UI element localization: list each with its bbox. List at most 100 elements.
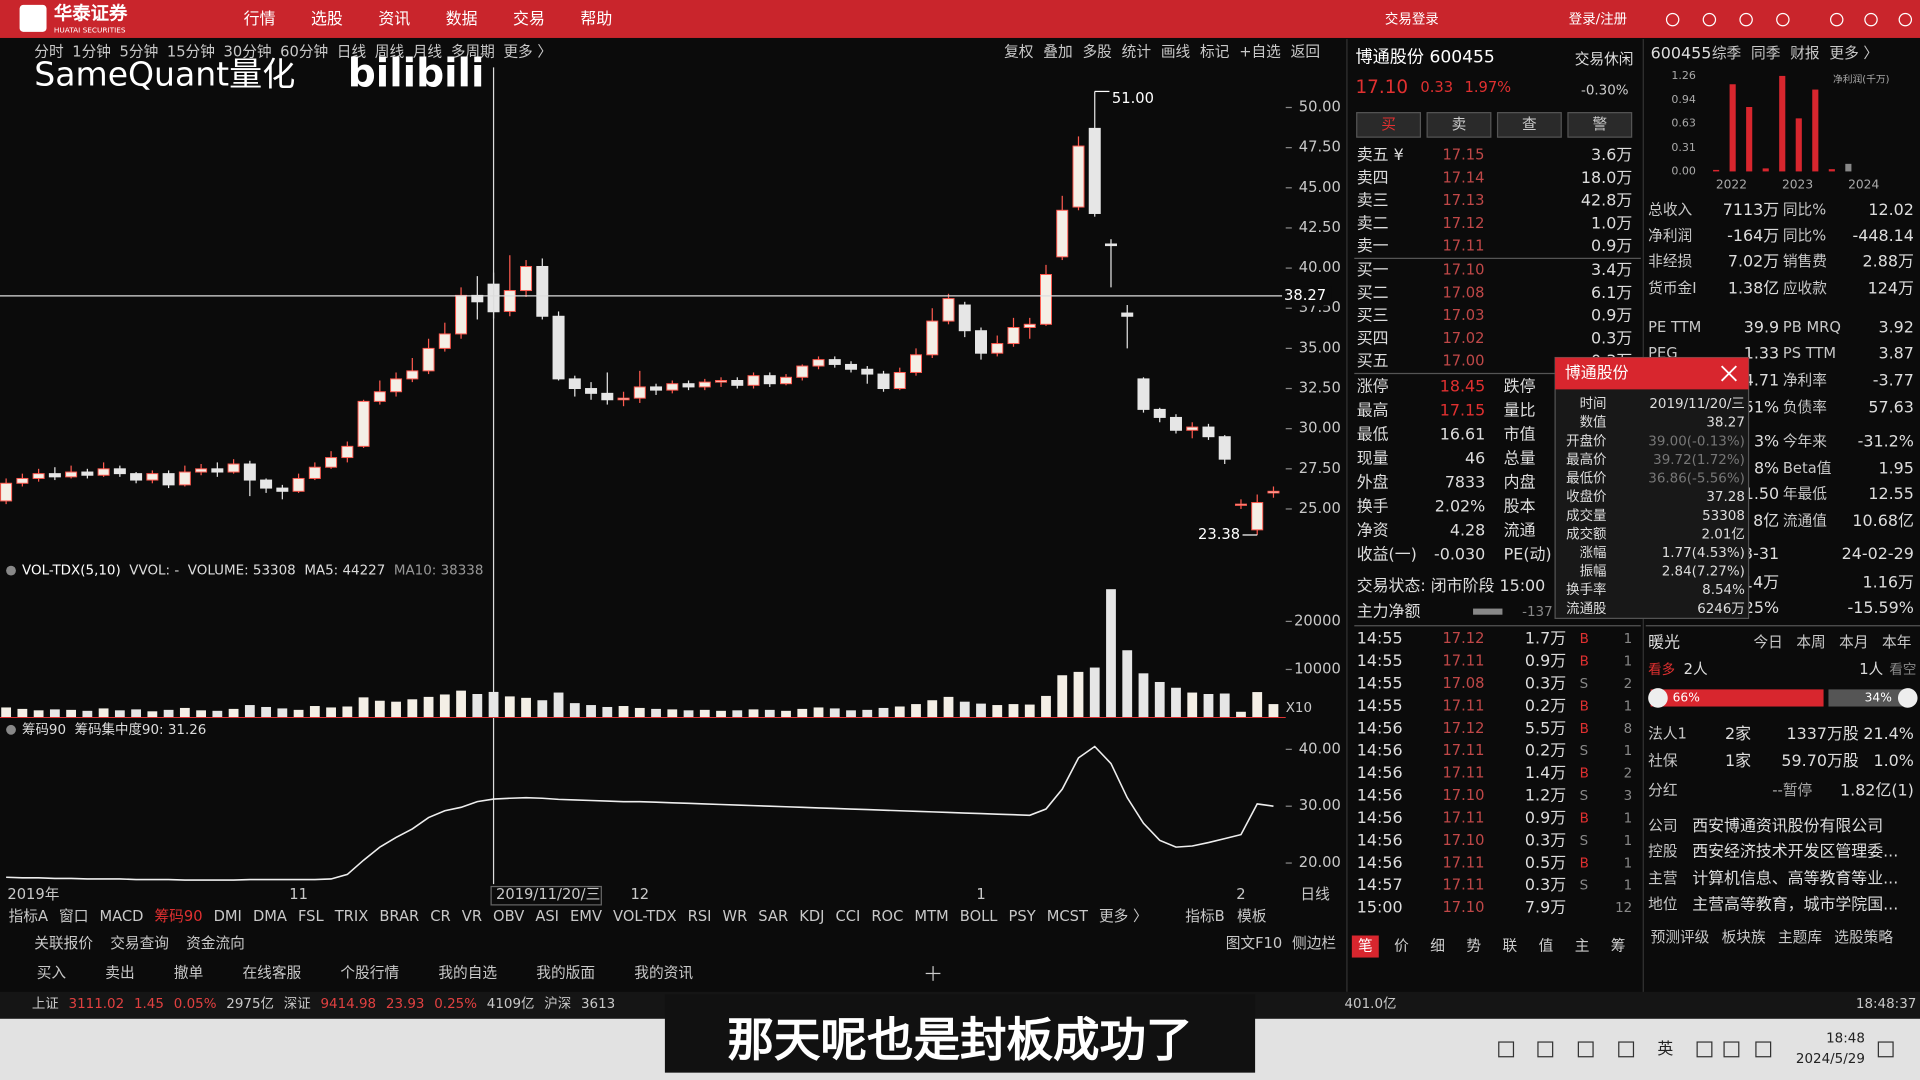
period-tab[interactable]: 更多 〉 [503,44,552,61]
period-tab[interactable]: 月线 [413,44,443,61]
indicator-tab[interactable]: CR [430,908,450,925]
period-tab[interactable]: 本月 [1839,634,1868,651]
indicator-tab[interactable]: FSL [298,908,325,925]
indicator-tab[interactable]: MACD [99,908,143,925]
bottom-tab[interactable]: 图文F10 [1226,935,1283,952]
period-tab[interactable]: 30分钟 [224,44,272,61]
indicator-tab[interactable]: OBV [493,908,524,925]
period-tab[interactable]: 多周期 [451,44,495,61]
period-tab[interactable]: 今日 [1753,634,1782,651]
fin-tab[interactable]: 同季 [1751,45,1781,62]
tool-button[interactable]: 多股 [1082,44,1112,61]
period-tab[interactable]: 本周 [1796,634,1825,651]
tool-button[interactable]: 标记 [1200,44,1230,61]
detail-tab[interactable]: 主 [1575,938,1590,955]
detail-tab[interactable]: 笔 [1358,938,1373,955]
action-button[interactable]: 个股行情 [340,964,399,981]
period-tab[interactable]: 本年 [1882,634,1912,651]
indicator-tab[interactable]: CCI [835,908,860,925]
footer-link[interactable]: 预测评级 [1651,929,1710,946]
user-login[interactable]: 登录/注册 [1569,12,1627,28]
menu-item[interactable]: 选股 [311,9,343,28]
trade-button[interactable] [1567,112,1633,138]
footer-link[interactable]: 主题库 [1778,929,1822,946]
tool-button[interactable]: +自选 [1239,44,1281,61]
trade-button[interactable] [1356,112,1422,138]
menu-item[interactable]: 行情 [244,9,276,28]
bottom-tab[interactable]: 关联报价 [34,935,93,952]
menu-item[interactable]: 交易 [513,9,545,28]
action-button[interactable]: 卖出 [105,964,134,981]
tool-button[interactable]: 复权 [1004,43,1034,61]
indicator-tab[interactable]: 窗口 [59,907,88,925]
bottom-tab[interactable]: 交易查询 [110,934,169,952]
indicator-tab[interactable]: MTM [914,908,948,925]
bottom-tab[interactable]: 侧边栏 [1292,935,1336,952]
trade-button-label[interactable]: 查 [1522,116,1537,133]
tool-button[interactable]: 统计 [1122,44,1152,61]
window-icon[interactable] [1864,12,1878,27]
indicator-tab[interactable]: 指标A [9,908,48,925]
indicator-tab[interactable]: VOL-TDX [613,908,677,925]
detail-tab[interactable]: 联 [1502,938,1517,955]
window-icon[interactable] [1739,12,1753,27]
tool-button[interactable]: 返回 [1291,44,1320,61]
trade-button-label[interactable]: 卖 [1452,116,1467,133]
detail-tab[interactable]: 价 [1394,938,1409,955]
indicator-tab[interactable]: SAR [758,908,788,925]
trade-button[interactable] [1426,112,1492,138]
bottom-tab[interactable]: 资金流向 [186,935,245,952]
action-button[interactable]: 买入 [37,964,67,981]
indicator-tab[interactable]: PSY [1009,908,1036,925]
fin-tab[interactable]: 综季 [1712,45,1742,62]
detail-tab[interactable]: 值 [1539,938,1554,955]
menu-item[interactable]: 帮助 [580,9,612,28]
indicator-tab[interactable]: ROC [871,908,903,925]
period-tab[interactable]: 分时 [34,44,64,61]
indicator-tab[interactable]: KDJ [799,908,824,925]
action-button[interactable]: 我的资讯 [634,964,693,981]
action-button[interactable]: 撤单 [174,964,203,981]
action-button[interactable]: 在线客服 [242,964,301,981]
indicator-tab[interactable]: WR [723,908,748,925]
menu-item[interactable]: 数据 [446,9,478,28]
tool-button[interactable]: 画线 [1161,44,1191,61]
menu-item[interactable]: 资讯 [378,9,410,28]
indicator-tab[interactable]: BRAR [379,908,419,925]
tool-button[interactable]: 叠加 [1043,44,1072,61]
action-button[interactable]: 我的版面 [536,964,595,981]
footer-link[interactable]: 选股策略 [1834,929,1893,946]
period-tab[interactable]: 周线 [375,44,405,61]
period-tab[interactable]: 日线 [337,44,367,61]
trade-button-label[interactable]: 警 [1592,116,1607,133]
indicator-tab[interactable]: EMV [570,908,602,925]
period-tab[interactable]: 1分钟 [72,44,111,61]
indicator-tab[interactable]: DMI [214,908,242,925]
indicator-tab[interactable]: ASI [535,908,559,925]
detail-tab[interactable]: 筹 [1611,938,1626,955]
indicator-tab[interactable]: 模板 [1237,907,1267,925]
indicator-tab[interactable]: DMA [253,908,287,925]
window-icon[interactable] [1702,12,1717,27]
indicator-tab[interactable]: BOLL [960,908,999,925]
trade-button[interactable] [1496,112,1562,138]
window-icon[interactable] [1665,12,1680,27]
fin-tab[interactable]: 财报 [1790,45,1820,62]
trade-button-label[interactable]: 买 [1381,116,1396,133]
window-icon[interactable] [1830,12,1844,27]
detail-tab[interactable]: 势 [1466,938,1481,955]
indicator-tab[interactable]: 更多 〉 [1099,908,1148,925]
period-tab[interactable]: 60分钟 [280,44,328,61]
indicator-tab[interactable]: VR [462,908,482,925]
indicator-tab[interactable]: 指标B [1185,908,1224,925]
indicator-tab[interactable]: RSI [688,908,712,925]
indicator-tab[interactable]: 筹码90 [154,908,202,925]
trade-login[interactable]: 交易登录 [1385,11,1439,28]
fin-tab[interactable]: 更多 〉 [1829,45,1878,62]
detail-tab[interactable]: 细 [1430,938,1445,955]
indicator-tab[interactable]: TRIX [334,908,369,925]
indicator-tab[interactable]: MCST [1047,908,1089,925]
window-icon[interactable] [1776,12,1790,27]
action-button[interactable]: 我的自选 [438,964,497,981]
window-icon[interactable] [1898,12,1913,27]
